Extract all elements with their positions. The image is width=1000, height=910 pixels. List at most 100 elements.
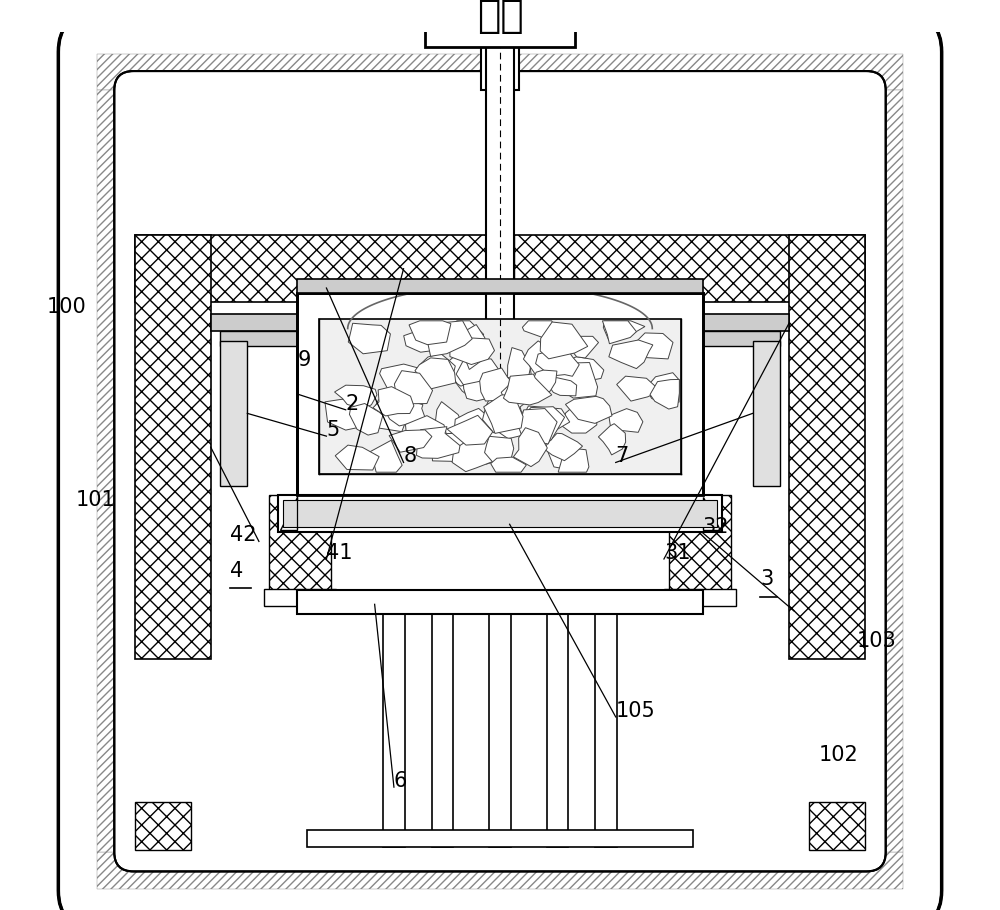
- Bar: [866, 90, 903, 852]
- Polygon shape: [463, 377, 500, 401]
- Polygon shape: [394, 370, 433, 404]
- Polygon shape: [471, 425, 513, 464]
- Bar: [264, 589, 336, 606]
- Polygon shape: [435, 401, 462, 440]
- Text: 32: 32: [703, 517, 729, 537]
- Polygon shape: [444, 321, 484, 349]
- Polygon shape: [348, 323, 390, 354]
- Polygon shape: [645, 373, 679, 405]
- Bar: [220, 331, 780, 346]
- Polygon shape: [404, 329, 445, 352]
- Bar: [297, 293, 703, 495]
- Polygon shape: [598, 424, 626, 455]
- Text: 6: 6: [394, 771, 407, 791]
- Polygon shape: [485, 436, 514, 464]
- Polygon shape: [565, 397, 612, 423]
- Polygon shape: [536, 349, 579, 376]
- Bar: [486, 42, 514, 370]
- Polygon shape: [519, 409, 557, 444]
- Text: 105: 105: [616, 701, 655, 721]
- Polygon shape: [389, 430, 432, 452]
- Polygon shape: [349, 403, 383, 435]
- Polygon shape: [462, 325, 487, 369]
- Polygon shape: [508, 348, 531, 382]
- Text: 8: 8: [404, 447, 417, 467]
- Bar: [211, 314, 789, 331]
- Bar: [486, 235, 514, 302]
- Polygon shape: [548, 440, 584, 471]
- Polygon shape: [456, 369, 489, 396]
- Polygon shape: [617, 376, 660, 401]
- Bar: [135, 235, 486, 302]
- Bar: [97, 852, 903, 889]
- Bar: [514, 235, 865, 302]
- Polygon shape: [450, 338, 495, 365]
- Bar: [383, 614, 405, 847]
- Polygon shape: [530, 370, 557, 393]
- Polygon shape: [409, 321, 451, 345]
- Polygon shape: [482, 395, 516, 433]
- Polygon shape: [456, 358, 502, 385]
- Polygon shape: [547, 378, 577, 396]
- Polygon shape: [335, 385, 377, 409]
- Polygon shape: [380, 364, 427, 392]
- Bar: [432, 614, 453, 847]
- Polygon shape: [503, 374, 552, 405]
- Polygon shape: [416, 427, 460, 459]
- Polygon shape: [482, 370, 518, 394]
- Polygon shape: [562, 408, 597, 433]
- Polygon shape: [513, 428, 547, 467]
- Polygon shape: [609, 340, 653, 369]
- Polygon shape: [280, 497, 297, 530]
- Polygon shape: [522, 321, 556, 339]
- Polygon shape: [367, 399, 407, 431]
- Polygon shape: [447, 415, 493, 445]
- Text: 101: 101: [76, 490, 115, 511]
- Bar: [753, 341, 780, 486]
- Polygon shape: [432, 433, 473, 463]
- Bar: [135, 802, 191, 850]
- Bar: [297, 293, 703, 495]
- Bar: [489, 614, 511, 847]
- Polygon shape: [405, 416, 447, 450]
- Text: 100: 100: [47, 298, 87, 318]
- Bar: [97, 54, 903, 90]
- Polygon shape: [523, 341, 551, 379]
- Bar: [97, 90, 134, 852]
- Polygon shape: [480, 368, 515, 401]
- Bar: [425, 0, 575, 47]
- Text: 9: 9: [297, 350, 311, 370]
- Polygon shape: [501, 378, 526, 410]
- Polygon shape: [492, 409, 533, 439]
- Text: 2: 2: [346, 394, 359, 414]
- Polygon shape: [602, 321, 636, 344]
- Text: 102: 102: [818, 744, 858, 764]
- Polygon shape: [373, 387, 414, 416]
- Bar: [297, 590, 703, 614]
- Polygon shape: [603, 321, 645, 340]
- Polygon shape: [454, 409, 490, 437]
- Polygon shape: [634, 333, 673, 359]
- Polygon shape: [420, 353, 455, 381]
- Bar: [481, 47, 519, 90]
- Bar: [269, 495, 331, 592]
- Bar: [547, 614, 568, 847]
- Text: 31: 31: [664, 543, 690, 563]
- Bar: [297, 279, 703, 293]
- Text: 4: 4: [230, 561, 243, 581]
- Text: 气源: 气源: [477, 0, 523, 35]
- Bar: [319, 318, 681, 474]
- Bar: [135, 235, 211, 659]
- Polygon shape: [370, 440, 402, 472]
- FancyBboxPatch shape: [58, 15, 942, 910]
- Polygon shape: [415, 358, 456, 389]
- Bar: [220, 341, 247, 486]
- Text: 3: 3: [760, 570, 774, 590]
- Polygon shape: [609, 409, 643, 432]
- Bar: [595, 614, 617, 847]
- Text: 103: 103: [857, 631, 897, 651]
- Polygon shape: [703, 497, 720, 530]
- Polygon shape: [540, 322, 588, 359]
- Polygon shape: [650, 379, 679, 410]
- Polygon shape: [560, 357, 604, 384]
